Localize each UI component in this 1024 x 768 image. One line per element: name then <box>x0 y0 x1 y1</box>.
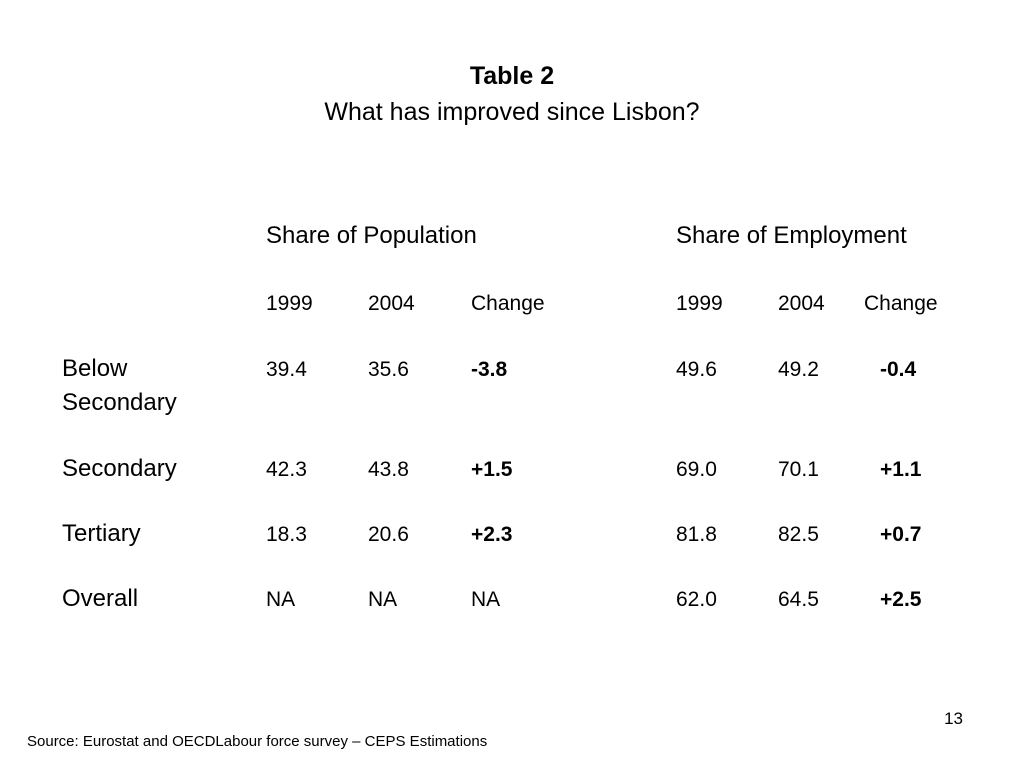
column-header-pop-change: Change <box>471 292 545 315</box>
slide-title: Table 2 <box>469 62 555 90</box>
page-number: 13 <box>944 709 963 728</box>
table-cell: 69.0 <box>676 458 717 481</box>
row-label-overall: Overall <box>62 585 139 612</box>
column-header-emp-1999: 1999 <box>676 292 723 315</box>
table-cell-change: +1.5 <box>471 458 513 481</box>
column-header-pop-1999: 1999 <box>266 292 313 315</box>
table-cell: 49.6 <box>676 358 717 381</box>
table-cell: 20.6 <box>368 523 409 546</box>
table-cell: 18.3 <box>266 523 307 546</box>
table-cell: NA <box>368 588 398 611</box>
table-cell: 82.5 <box>778 523 819 546</box>
table-cell-change: +0.7 <box>880 523 922 546</box>
table-cell-change: -0.4 <box>880 358 917 381</box>
table-cell-change: +2.5 <box>880 588 922 611</box>
table-cell: 81.8 <box>676 523 717 546</box>
table-cell: NA <box>266 588 296 611</box>
row-label-below-secondary: Below Secondary <box>62 355 177 416</box>
row-label-secondary: Secondary <box>62 455 177 482</box>
table-cell: 64.5 <box>778 588 819 611</box>
column-header-emp-change: Change <box>864 292 938 315</box>
table-cell: 42.3 <box>266 458 307 481</box>
table-cell: 70.1 <box>778 458 819 481</box>
table-cell-change: -3.8 <box>471 358 508 381</box>
table-cell: 39.4 <box>266 358 307 381</box>
source-note: Source: Eurostat and OECDLabour force su… <box>27 733 488 750</box>
column-header-emp-2004: 2004 <box>778 292 825 315</box>
table-cell-change: NA <box>471 588 501 611</box>
table-cell-change: +1.1 <box>880 458 922 481</box>
table-cell: 43.8 <box>368 458 409 481</box>
group-header-population: Share of Population <box>266 222 477 249</box>
row-label-tertiary: Tertiary <box>62 520 141 547</box>
column-header-pop-2004: 2004 <box>368 292 415 315</box>
table-cell-change: +2.3 <box>471 523 513 546</box>
table-cell: 35.6 <box>368 358 409 381</box>
table-cell: 62.0 <box>676 588 717 611</box>
slide-subtitle: What has improved since Lisbon? <box>324 98 700 126</box>
group-header-employment: Share of Employment <box>676 222 907 249</box>
table-cell: 49.2 <box>778 358 819 381</box>
title-block: Table 2 What has improved since Lisbon? <box>0 58 1024 130</box>
